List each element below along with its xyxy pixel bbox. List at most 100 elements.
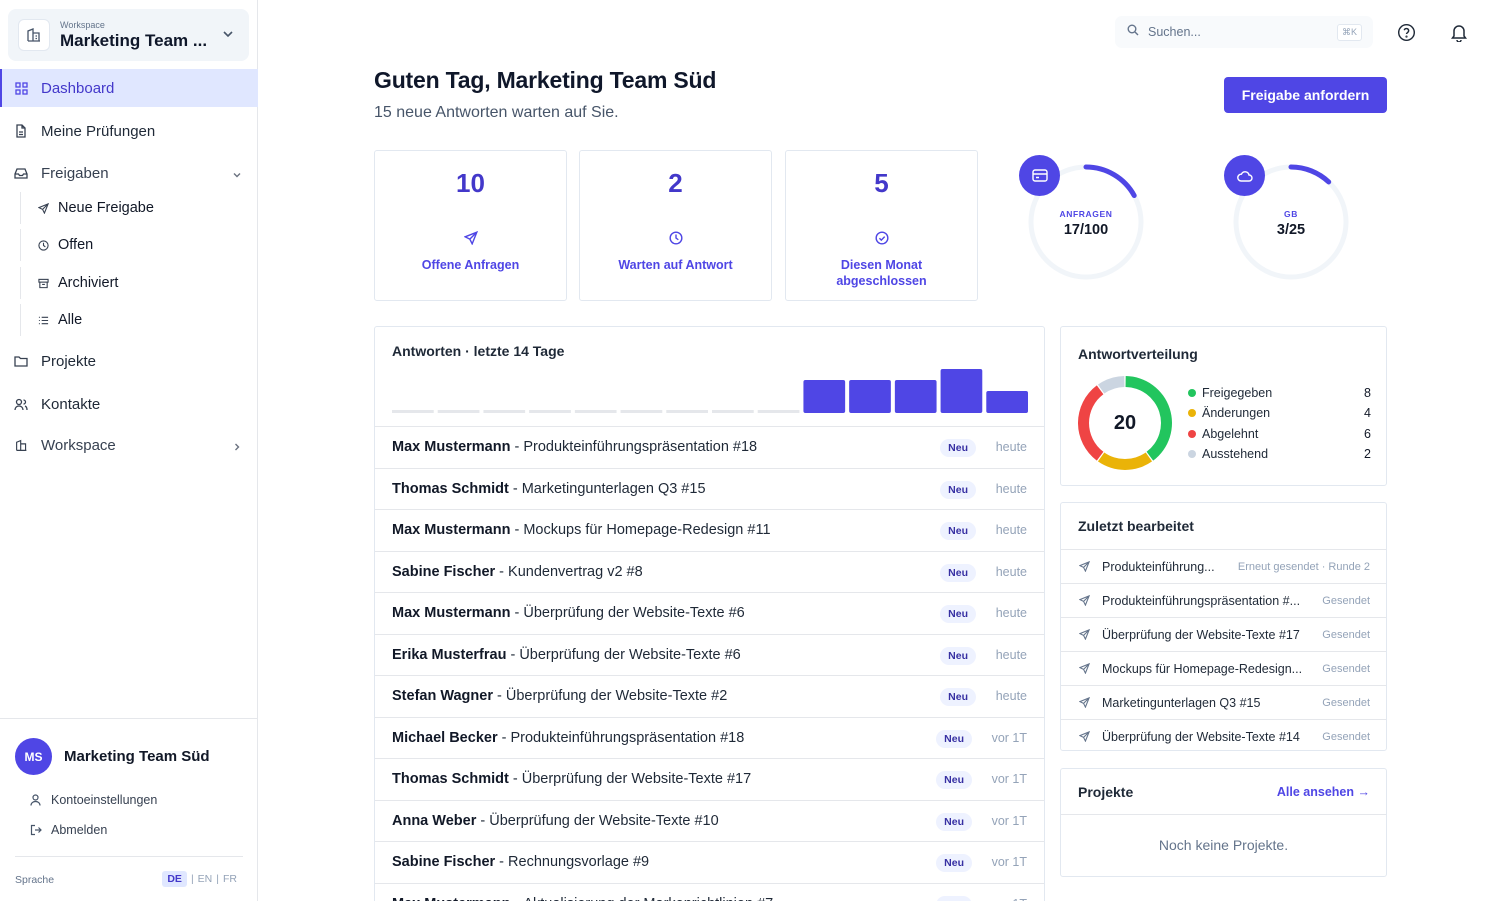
workspace-kicker: Workspace xyxy=(60,19,105,30)
separator: - xyxy=(495,854,509,871)
projects-panel: Projekte Alle ansehen → Noch keine Proje… xyxy=(1060,768,1387,877)
stat-value: 2 xyxy=(668,168,683,198)
table-row[interactable]: Anna Weber - Überprüfung der Website-Tex… xyxy=(375,801,1044,842)
table-row[interactable]: Sabine Fischer - Rechnungsvorlage #9 Neu v… xyxy=(375,842,1044,884)
bar xyxy=(620,410,663,413)
list-item[interactable]: Mockups für Homepage-Redesign... Gesendet xyxy=(1061,651,1386,685)
search-input[interactable]: Suchen... ⌘K xyxy=(1115,16,1373,48)
table-row[interactable]: Max Mustermann - Produkteinführungspräse… xyxy=(375,427,1044,469)
recent-status: Gesendet xyxy=(1322,628,1370,641)
sidebar-subitem-label: Offen xyxy=(58,237,94,253)
bell-icon[interactable] xyxy=(1449,22,1469,42)
timestamp: heute xyxy=(995,689,1027,703)
workspace-switcher[interactable]: Workspace Marketing Team ... xyxy=(8,9,249,61)
usage-ring-storage: GB 3/25 xyxy=(1224,155,1356,287)
table-row[interactable]: Stefan Wagner - Überprüfung der Website-… xyxy=(375,676,1044,718)
logout-link[interactable]: Abmelden xyxy=(30,820,107,840)
recent-status: Gesendet xyxy=(1322,662,1370,675)
cloud-icon xyxy=(1224,155,1265,196)
language-option-fr[interactable]: FR xyxy=(223,873,237,885)
separator: - xyxy=(508,480,522,497)
chevron-down-icon xyxy=(221,27,235,46)
legend-item: Abgelehnt 6 xyxy=(1188,426,1371,442)
divider xyxy=(1061,814,1386,815)
status-badge: Neu xyxy=(936,729,972,748)
legend-label: Freigegeben xyxy=(1202,386,1273,400)
table-row[interactable]: Sabine Fischer - Kundenvertrag v2 #8 Neu h… xyxy=(375,552,1044,593)
user-icon xyxy=(30,794,42,806)
separator: - xyxy=(497,729,511,746)
stat-card-awaiting[interactable]: 2 Warten auf Antwort xyxy=(579,150,772,301)
building-icon xyxy=(14,438,28,452)
send-icon xyxy=(1079,595,1091,606)
stat-card-open-requests[interactable]: 10 Offene Anfragen xyxy=(374,150,567,301)
sidebar-subitem-label: Archiviert xyxy=(58,275,119,291)
account-settings-link[interactable]: Kontoeinstellungen xyxy=(30,790,157,810)
list-item[interactable]: Marketingunterlagen Q3 #15 Gesendet xyxy=(1061,685,1386,719)
table-row[interactable]: Thomas Schmidt - Marketingunterlagen Q3 … xyxy=(375,469,1044,510)
timestamp: heute xyxy=(995,440,1027,454)
separator: - xyxy=(492,688,506,705)
sidebar-subitem-open[interactable]: Offen xyxy=(20,229,250,261)
bar xyxy=(437,410,480,413)
sidebar-subitem-archived[interactable]: Archiviert xyxy=(20,267,250,299)
language-option-en[interactable]: EN xyxy=(197,873,213,885)
document-icon xyxy=(14,124,28,138)
sidebar: Workspace Marketing Team ... Dashboard M… xyxy=(0,0,258,901)
avatar[interactable]: MS xyxy=(15,738,52,775)
list-item[interactable]: Produkteinführung... Erneut gesendet · Ru… xyxy=(1061,549,1386,583)
ring-graphic xyxy=(1028,164,1144,280)
inbox-icon xyxy=(14,166,28,180)
building-icon xyxy=(18,19,50,51)
sidebar-item-reviews[interactable]: Meine Prüfungen xyxy=(0,112,258,150)
ring-progress xyxy=(1233,164,1349,280)
help-icon[interactable] xyxy=(1396,22,1416,42)
table-row[interactable]: Max Mustermann - Aktualisierung der Mark… xyxy=(375,884,1044,901)
user-block: MS Marketing Team Süd Kontoeinstellungen… xyxy=(0,718,258,901)
list-item[interactable]: Überprüfung der Website-Texte #17 Gesende… xyxy=(1061,617,1386,651)
sender-name: Erika Musterfrau xyxy=(392,646,507,663)
bar xyxy=(712,410,754,413)
stat-card-completed[interactable]: 5 Diesen Monat abgeschlossen xyxy=(785,150,978,301)
approval-title: Aktualisierung der Markenrichtlinien #7 xyxy=(523,896,773,901)
approval-title: Überprüfung der Website-Texte #2 xyxy=(505,688,728,705)
table-row[interactable]: Michael Becker - Produkteinführungspräse… xyxy=(375,718,1044,759)
separator: - xyxy=(506,646,520,663)
sidebar-item-workspace[interactable]: Workspace xyxy=(0,426,258,464)
bar xyxy=(666,410,708,413)
list-item[interactable]: Überprüfung der Website-Texte #14 Gesende… xyxy=(1061,719,1386,753)
folder-icon xyxy=(14,354,28,368)
legend-dot xyxy=(1188,429,1196,438)
request-approval-button[interactable]: Freigabe anfordern xyxy=(1224,77,1387,113)
recent-panel: Zuletzt bearbeitet Produkteinführung... E… xyxy=(1060,502,1387,751)
recent-status: Gesendet xyxy=(1322,696,1370,709)
language-option-de[interactable]: DE xyxy=(162,871,187,887)
table-row[interactable]: Erika Musterfrau - Überprüfung der Websi… xyxy=(375,635,1044,676)
sidebar-item-approvals[interactable]: Freigaben xyxy=(0,154,258,192)
sender-name: Stefan Wagner xyxy=(392,688,493,705)
approval-title: Überprüfung der Website-Texte #10 xyxy=(489,812,719,829)
sidebar-subitem-new-approval[interactable]: Neue Freigabe xyxy=(20,192,250,224)
recent-title: Überprüfung der Website-Texte #17 xyxy=(1102,627,1300,642)
bar xyxy=(392,410,434,413)
list-item[interactable]: Produkteinführungspräsentation #... Gesen… xyxy=(1061,583,1386,617)
donut-slice xyxy=(1097,452,1153,470)
distribution-panel: Antwortverteilung 20 Freigegeben 8 Änderun… xyxy=(1060,326,1387,486)
sidebar-item-projects[interactable]: Projekte xyxy=(0,342,258,380)
ring-value: 17/100 xyxy=(1063,222,1109,238)
table-row[interactable]: Thomas Schmidt - Überprüfung der Website… xyxy=(375,759,1044,801)
send-icon xyxy=(1079,561,1091,572)
view-all-projects-link[interactable]: Alle ansehen → xyxy=(1276,785,1370,799)
approval-title: Rechnungsvorlage #9 xyxy=(508,854,650,871)
approval-title: Kundenvertrag v2 #8 xyxy=(508,563,643,580)
approval-title: Produkteinführungspräsentation #18 xyxy=(510,729,745,746)
sidebar-item-contacts[interactable]: Kontakte xyxy=(0,385,258,423)
sidebar-subitem-all[interactable]: Alle xyxy=(20,304,250,336)
bar xyxy=(529,410,571,413)
clock-icon xyxy=(668,231,683,250)
page-subtitle: 15 neue Antworten warten auf Sie. xyxy=(374,104,619,121)
sender-name: Max Mustermann xyxy=(392,439,511,456)
table-row[interactable]: Max Mustermann - Mockups für Homepage-Re… xyxy=(375,510,1044,552)
sidebar-item-dashboard[interactable]: Dashboard xyxy=(0,69,258,107)
table-row[interactable]: Max Mustermann - Überprüfung der Website… xyxy=(375,593,1044,635)
